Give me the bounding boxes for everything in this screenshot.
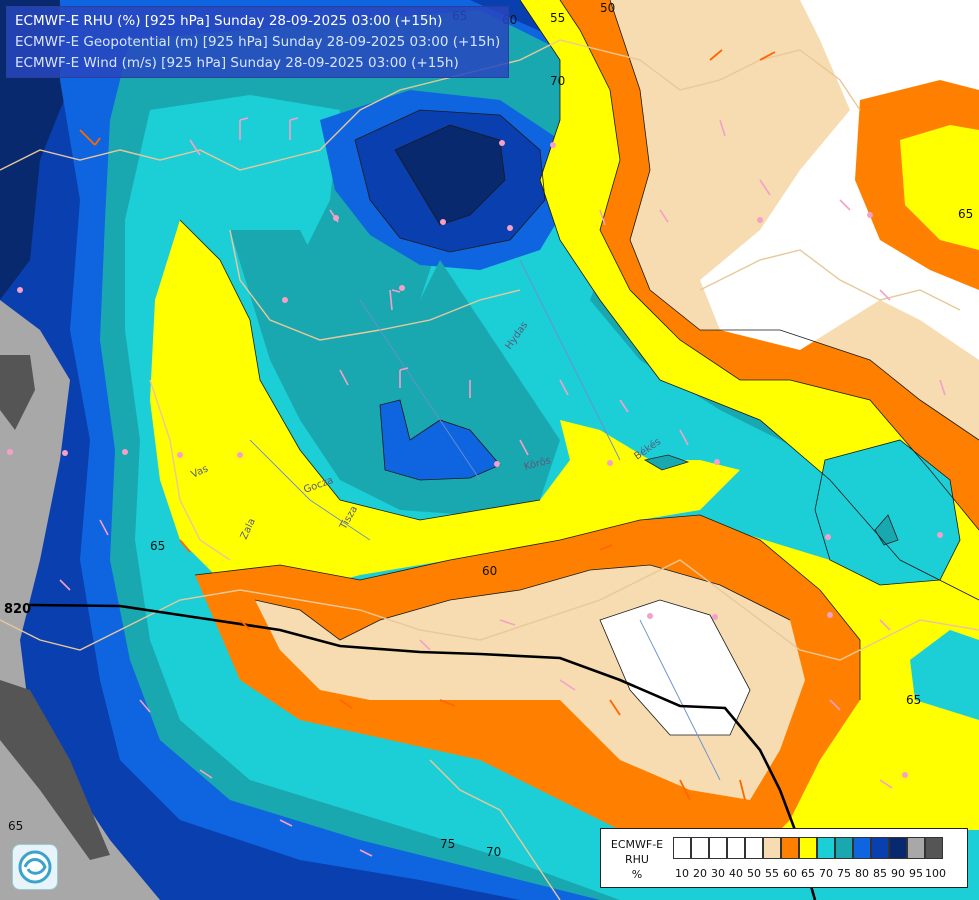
legend-tick-label: 55	[765, 867, 779, 880]
legend-tick-label: 95	[909, 867, 923, 880]
legend-tick-label: 90	[891, 867, 905, 880]
legend-swatch	[925, 837, 943, 859]
band-80-mid	[380, 400, 500, 480]
title-rhu: ECMWF-E RHU (%) [925 hPa] Sunday 28-09-2…	[15, 13, 443, 29]
contour-label-70-south: 70	[486, 845, 501, 859]
legend-swatch	[853, 837, 871, 859]
legend-swatch	[907, 837, 925, 859]
band-90-north	[395, 125, 505, 225]
contour-label-65-ne: 65	[958, 207, 973, 221]
legend-swatches	[673, 837, 943, 859]
legend-tick-label: 10	[675, 867, 689, 880]
band-100-lower	[0, 680, 110, 860]
legend-tick-label: 30	[711, 867, 725, 880]
band-65-west	[150, 220, 740, 600]
band-65-ne	[900, 125, 979, 250]
legend-tick-label: 80	[855, 867, 869, 880]
legend-swatch	[691, 837, 709, 859]
contour-lines	[179, 0, 979, 736]
wind-barbs	[59, 117, 946, 857]
geopotential-820-line	[29, 603, 817, 900]
rivers	[249, 259, 721, 781]
band-50-south	[600, 600, 750, 735]
contour-label-70-top: 70	[550, 74, 565, 88]
legend-swatch	[727, 837, 745, 859]
legend-tick-label: 75	[837, 867, 851, 880]
contour-label-75-south: 75	[440, 837, 455, 851]
band-75-east-diamond	[643, 454, 690, 471]
wind-calm-dots	[7, 140, 943, 778]
legend-swatch	[673, 837, 691, 859]
legend-swatch	[889, 837, 907, 859]
title-geopotential: ECMWF-E Geopotential (m) [925 hPa] Sunda…	[15, 34, 501, 50]
map-title-box: ECMWF-E RHU (%) [925 hPa] Sunday 28-09-2…	[6, 6, 510, 78]
rhu-legend: ECMWF-E RHU % 10 20 30 40 50 55 60 65 70 75 80 85 90…	[600, 828, 968, 888]
legend-title-line-2: RHU	[625, 853, 649, 866]
wind-barbs-strong	[79, 49, 776, 801]
contour-label-50-top: 50	[600, 1, 615, 15]
legend-tick-label: 20	[693, 867, 707, 880]
title-wind: ECMWF-E Wind (m/s) [925 hPa] Sunday 28-0…	[15, 55, 459, 71]
legend-tick-label: 50	[747, 867, 761, 880]
contour-label-65-west: 65	[150, 539, 165, 553]
ecmwf-logo-icon	[12, 844, 58, 890]
geopotential-label-820: 820	[4, 602, 31, 617]
band-100-left	[0, 355, 35, 430]
legend-swatch	[781, 837, 799, 859]
contour-label-55-top: 55	[550, 11, 565, 25]
legend-title: ECMWF-E RHU %	[605, 837, 669, 882]
band-70-se2	[910, 630, 979, 720]
legend-title-line-3: %	[631, 868, 643, 881]
contour-label-65-right-edge: 65	[8, 819, 23, 833]
legend-swatch	[817, 837, 835, 859]
legend-swatch	[835, 837, 853, 859]
legend-swatch	[763, 837, 781, 859]
legend-tick-label: 70	[819, 867, 833, 880]
band-50-east	[640, 0, 979, 360]
legend-tick-label: 100	[925, 867, 946, 880]
legend-ticks: 10 20 30 40 50 55 60 65 70 75 80 85 90 95 100	[673, 867, 946, 880]
legend-tick-label: 65	[801, 867, 815, 880]
legend-swatch	[871, 837, 889, 859]
legend-tick-label: 60	[783, 867, 797, 880]
legend-tick-label: 85	[873, 867, 887, 880]
contour-label-60-mid: 60	[482, 564, 497, 578]
band-70-se	[815, 440, 960, 585]
legend-tick-label: 40	[729, 867, 743, 880]
legend-title-line-1: ECMWF-E	[610, 838, 664, 851]
legend-swatch	[799, 837, 817, 859]
contour-label-65-se: 65	[906, 693, 921, 707]
legend-swatch	[745, 837, 763, 859]
legend-swatch	[709, 837, 727, 859]
